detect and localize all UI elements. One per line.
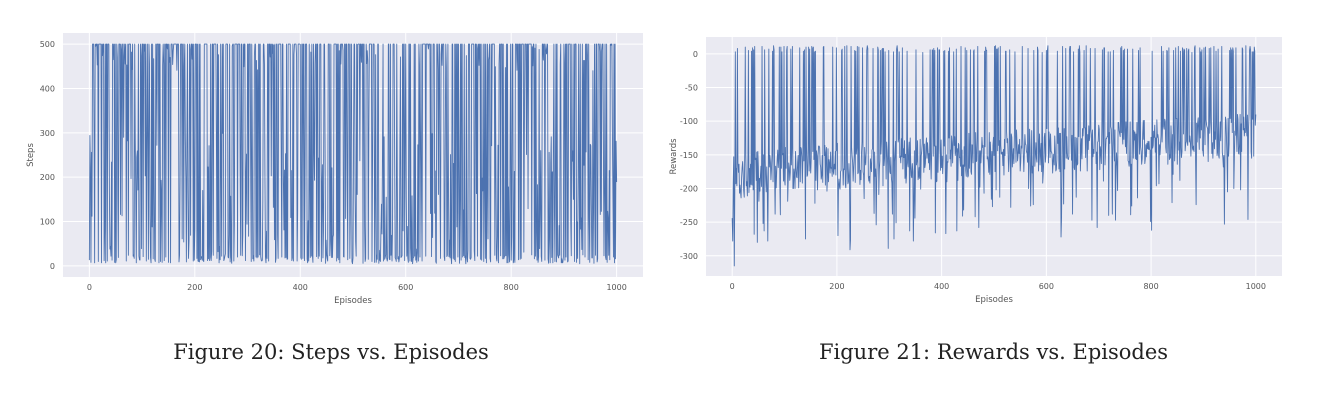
figure-21-text: Rewards vs. Episodes <box>936 340 1169 364</box>
rewards-x-tick-label: 0 <box>730 282 735 291</box>
steps-y-tick-label: 200 <box>40 173 55 182</box>
rewards-x-tick-label: 400 <box>934 282 949 291</box>
rewards-y-tick-label: -250 <box>680 218 698 227</box>
rewards-y-tick-label: -300 <box>680 252 698 261</box>
rewards-x-tick-label: 200 <box>829 282 844 291</box>
steps-y-tick-label: 300 <box>40 129 55 138</box>
figure-20-text: Steps vs. Episodes <box>291 340 489 364</box>
steps-x-tick-label: 0 <box>87 283 92 292</box>
steps-chart-panel: 0 200 400 600 800 1000 0 100 200 300 400 500 Episode… <box>0 0 662 417</box>
figure-20-number: Figure 20: <box>173 340 285 364</box>
rewards-y-tick-label: -200 <box>680 184 698 193</box>
rewards-y-tick-label: -150 <box>680 151 698 160</box>
figure-21-number: Figure 21: <box>818 340 931 364</box>
steps-y-tick-label: 0 <box>50 262 55 271</box>
rewards-y-axis-label: Rewards <box>669 138 679 175</box>
figure-20-caption: Figure 20: Steps vs. Episodes <box>0 340 662 364</box>
rewards-x-tick-label: 600 <box>1039 282 1054 291</box>
steps-y-axis-label: Steps <box>26 143 36 167</box>
steps-x-tick-label: 400 <box>293 283 308 292</box>
steps-x-tick-label: 600 <box>398 283 413 292</box>
steps-x-tick-label: 800 <box>504 283 519 292</box>
rewards-x-tick-label: 1000 <box>1246 282 1266 291</box>
steps-x-tick-label: 200 <box>187 283 202 292</box>
rewards-y-tick-label: -100 <box>680 117 698 126</box>
steps-x-tick-label: 1000 <box>606 283 626 292</box>
rewards-y-tick-label: 0 <box>693 50 698 59</box>
figure-21-caption: Figure 21: Rewards vs. Episodes <box>662 340 1325 364</box>
steps-series-line <box>88 43 618 265</box>
steps-y-tick-label: 400 <box>40 84 55 93</box>
rewards-series-line <box>731 45 1257 267</box>
rewards-y-tick-label: -50 <box>685 83 698 92</box>
rewards-chart-panel: 0 200 400 600 800 1000 0 -50 -100 -150 -200 -250 -30… <box>662 0 1325 417</box>
steps-chart: 0 200 400 600 800 1000 0 100 200 300 400 500 Episode… <box>26 33 643 306</box>
rewards-chart: 0 200 400 600 800 1000 0 -50 -100 -150 -200 -250 -30… <box>669 37 1282 305</box>
rewards-x-axis-label: Episodes <box>975 295 1013 305</box>
steps-y-tick-label: 500 <box>40 40 55 49</box>
steps-x-axis-label: Episodes <box>334 296 372 306</box>
steps-y-tick-label: 100 <box>40 218 55 227</box>
rewards-x-tick-label: 800 <box>1143 282 1158 291</box>
